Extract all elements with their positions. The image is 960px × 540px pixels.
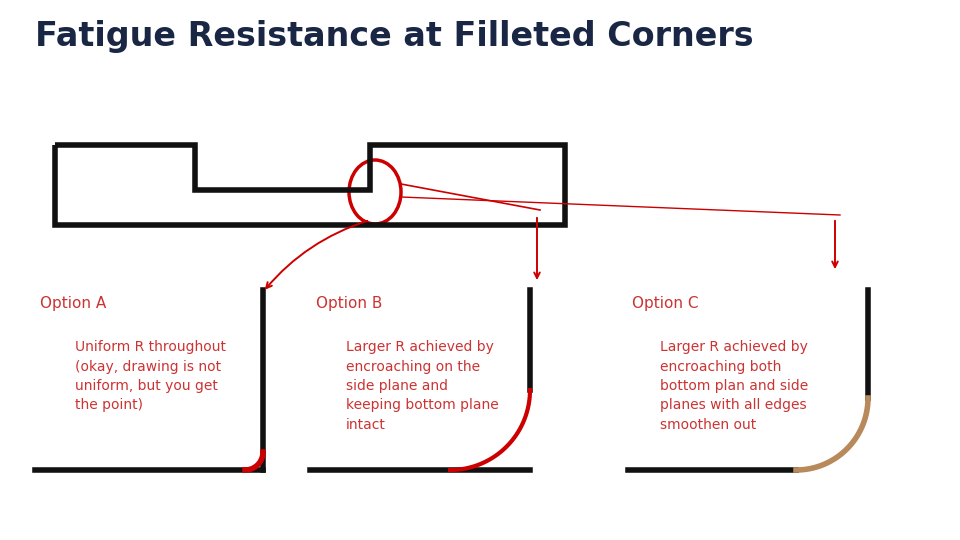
Text: Fatigue Resistance at Filleted Corners: Fatigue Resistance at Filleted Corners (35, 20, 754, 53)
Text: Uniform R throughout
(okay, drawing is not
uniform, but you get
the point): Uniform R throughout (okay, drawing is n… (75, 340, 226, 413)
Text: Larger R achieved by
encroaching both
bottom plan and side
planes with all edges: Larger R achieved by encroaching both bo… (660, 340, 808, 432)
Text: Larger R achieved by
encroaching on the
side plane and
keeping bottom plane
inta: Larger R achieved by encroaching on the … (346, 340, 499, 432)
Text: Option A: Option A (40, 296, 107, 311)
Text: Option B: Option B (316, 296, 382, 311)
Text: Option C: Option C (632, 296, 699, 311)
